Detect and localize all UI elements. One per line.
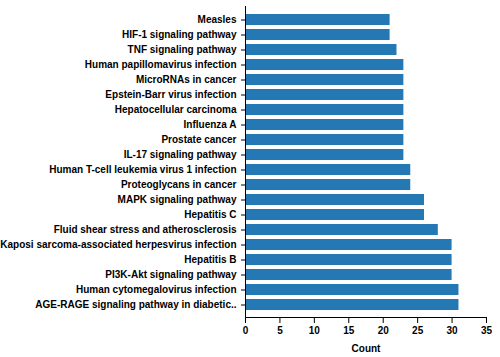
svg-text:Kaposi sarcoma-associated herp: Kaposi sarcoma-associated herpesvirus in… <box>0 239 236 250</box>
svg-text:HIF-1 signaling pathway: HIF-1 signaling pathway <box>122 29 237 40</box>
svg-text:20: 20 <box>378 325 390 336</box>
svg-text:10: 10 <box>309 325 321 336</box>
svg-text:Human papillomavirus infection: Human papillomavirus infection <box>85 59 237 70</box>
svg-text:Epstein-Barr virus infection: Epstein-Barr virus infection <box>105 89 236 100</box>
svg-text:Human T-cell leukemia virus 1: Human T-cell leukemia virus 1 infection <box>49 164 236 175</box>
svg-text:30: 30 <box>447 325 459 336</box>
svg-text:35: 35 <box>481 325 493 336</box>
svg-text:Human cytomegalovirus infectio: Human cytomegalovirus infection <box>76 284 237 295</box>
svg-text:TNF signaling pathway: TNF signaling pathway <box>128 44 237 55</box>
svg-text:25: 25 <box>412 325 424 336</box>
svg-text:Influenza A: Influenza A <box>184 119 237 130</box>
svg-text:Count: Count <box>352 343 382 354</box>
svg-text:0: 0 <box>243 325 249 336</box>
svg-text:Hepatitis C: Hepatitis C <box>184 209 236 220</box>
svg-text:Hepatocellular carcinoma: Hepatocellular carcinoma <box>115 104 237 115</box>
svg-text:MAPK signaling pathway: MAPK signaling pathway <box>118 194 237 205</box>
svg-text:PI3K-Akt signaling pathway: PI3K-Akt signaling pathway <box>105 269 237 280</box>
svg-text:MicroRNAs in cancer: MicroRNAs in cancer <box>136 74 237 85</box>
svg-text:Fluid shear stress and atheros: Fluid shear stress and atherosclerosis <box>54 224 237 235</box>
svg-text:Measles: Measles <box>198 14 237 25</box>
svg-text:AGE-RAGE signaling pathway in: AGE-RAGE signaling pathway in diabetic.. <box>35 299 236 310</box>
svg-text:Hepatitis B: Hepatitis B <box>184 254 236 265</box>
svg-text:15: 15 <box>343 325 355 336</box>
svg-text:Prostate cancer: Prostate cancer <box>161 134 236 145</box>
svg-text:5: 5 <box>277 325 283 336</box>
svg-text:IL-17 signaling pathway: IL-17 signaling pathway <box>124 149 237 160</box>
svg-text:Proteoglycans in cancer: Proteoglycans in cancer <box>121 179 237 190</box>
